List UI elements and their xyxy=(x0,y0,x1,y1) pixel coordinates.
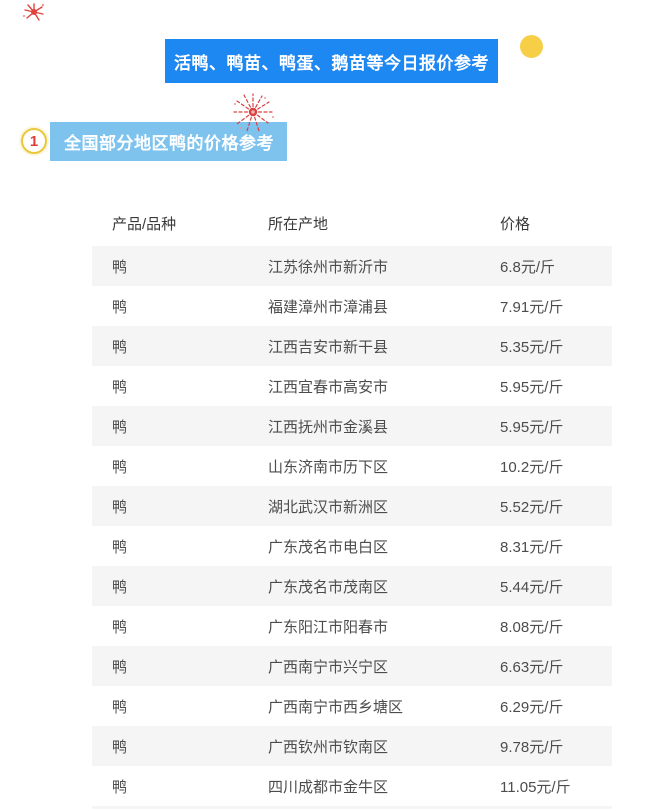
cell-price: 8.08元/斤 xyxy=(500,618,564,636)
cell-product: 鸭 xyxy=(112,738,128,756)
cell-origin: 山东济南市历下区 xyxy=(268,458,389,476)
firework-icon xyxy=(233,93,274,132)
cell-price: 5.95元/斤 xyxy=(500,418,564,436)
cell-price: 5.95元/斤 xyxy=(500,378,564,396)
cell-price: 5.52元/斤 xyxy=(500,498,564,516)
cell-origin: 广西南宁市西乡塘区 xyxy=(268,698,404,716)
cell-price: 6.29元/斤 xyxy=(500,698,564,716)
table-row: 鸭 江西抚州市金溪县 5.95元/斤 xyxy=(92,406,612,446)
cell-price: 7.91元/斤 xyxy=(500,298,564,316)
table-row: 鸭 广西南宁市兴宁区 6.63元/斤 xyxy=(92,646,612,686)
price-table-section: 产品/品种 所在产地 价格 鸭江苏徐州市新沂市 6.8元/斤鸭福建漳州市漳浦县 7.… xyxy=(92,201,612,809)
table-row: 鸭 广西南宁市西乡塘区 6.29元/斤 xyxy=(92,686,612,726)
cell-origin: 四川成都市金牛区 xyxy=(268,778,389,796)
cell-product: 鸭 xyxy=(112,778,128,796)
cell-origin: 江苏徐州市新沂市 xyxy=(268,258,389,276)
cell-origin: 江西宜春市高安市 xyxy=(268,378,389,396)
table-row: 鸭 广东阳江市阳春市 8.08元/斤 xyxy=(92,606,612,646)
cell-price: 5.44元/斤 xyxy=(500,578,564,596)
cell-price: 6.63元/斤 xyxy=(500,658,564,676)
cell-product: 鸭 xyxy=(112,498,128,516)
table-row: 鸭 江西宜春市高安市 5.95元/斤 xyxy=(92,366,612,406)
page-title: 活鸭、鸭苗、鸭蛋、鹅苗等今日报价参考 xyxy=(174,53,489,73)
section-number-badge: 1 xyxy=(21,128,47,154)
column-header-price: 价格 xyxy=(500,216,531,233)
table-row: 鸭 四川成都市金牛区 11.05元/斤 xyxy=(92,766,612,806)
cell-origin: 广西钦州市钦南区 xyxy=(268,738,389,756)
table-row: 鸭 福建漳州市漳浦县 7.91元/斤 xyxy=(92,286,612,326)
table-row-partial xyxy=(92,806,612,809)
table-header-row: 产品/品种 所在产地 价格 xyxy=(92,201,612,246)
cell-origin: 广东茂名市电白区 xyxy=(268,538,389,556)
firecracker-icon xyxy=(22,3,45,21)
column-header-origin: 所在产地 xyxy=(268,216,329,233)
cell-product: 鸭 xyxy=(112,658,128,676)
column-header-product: 产品/品种 xyxy=(112,216,177,233)
cell-product: 鸭 xyxy=(112,378,128,396)
cell-origin: 江西抚州市金溪县 xyxy=(268,418,389,436)
table-row: 鸭 广东茂名市电白区 8.31元/斤 xyxy=(92,526,612,566)
cell-product: 鸭 xyxy=(112,298,128,316)
cell-price: 8.31元/斤 xyxy=(500,538,564,556)
cell-product: 鸭 xyxy=(112,338,128,356)
cell-price: 10.2元/斤 xyxy=(500,458,564,476)
cell-origin: 福建漳州市漳浦县 xyxy=(268,298,389,316)
cell-product: 鸭 xyxy=(112,698,128,716)
cell-price: 6.8元/斤 xyxy=(500,258,556,276)
cell-origin: 湖北武汉市新洲区 xyxy=(268,498,389,516)
table-row: 鸭 广西钦州市钦南区 9.78元/斤 xyxy=(92,726,612,766)
section-title: 全国部分地区鸭的价格参考 xyxy=(64,134,274,153)
table-row: 鸭 湖北武汉市新洲区 5.52元/斤 xyxy=(92,486,612,526)
cell-price: 11.05元/斤 xyxy=(500,778,571,796)
cell-origin: 广东茂名市茂南区 xyxy=(268,578,389,596)
cell-origin: 广东阳江市阳春市 xyxy=(268,618,389,636)
cell-product: 鸭 xyxy=(112,538,128,556)
price-table-body: 鸭江苏徐州市新沂市 6.8元/斤鸭福建漳州市漳浦县 7.91元/斤鸭江西吉安市新干县… xyxy=(92,246,612,806)
cell-product: 鸭 xyxy=(112,618,128,636)
cell-product: 鸭 xyxy=(112,578,128,596)
cell-price: 9.78元/斤 xyxy=(500,738,564,756)
yellow-dot-icon xyxy=(520,35,543,58)
cell-product: 鸭 xyxy=(112,458,128,476)
table-row: 鸭 江西吉安市新干县 5.35元/斤 xyxy=(92,326,612,366)
cell-price: 5.35元/斤 xyxy=(500,338,564,356)
cell-origin: 江西吉安市新干县 xyxy=(268,338,389,356)
table-row: 鸭 山东济南市历下区 10.2元/斤 xyxy=(92,446,612,486)
table-row: 鸭 江苏徐州市新沂市 6.8元/斤 xyxy=(92,246,612,286)
page-title-banner: 活鸭、鸭苗、鸭蛋、鹅苗等今日报价参考 xyxy=(165,39,498,83)
price-table: 产品/品种 所在产地 价格 鸭江苏徐州市新沂市 6.8元/斤鸭福建漳州市漳浦县 7.… xyxy=(92,201,612,806)
cell-origin: 广西南宁市兴宁区 xyxy=(268,658,389,676)
cell-product: 鸭 xyxy=(112,418,128,436)
cell-product: 鸭 xyxy=(112,258,128,276)
section-number: 1 xyxy=(29,132,39,150)
table-row: 鸭 广东茂名市茂南区 5.44元/斤 xyxy=(92,566,612,606)
